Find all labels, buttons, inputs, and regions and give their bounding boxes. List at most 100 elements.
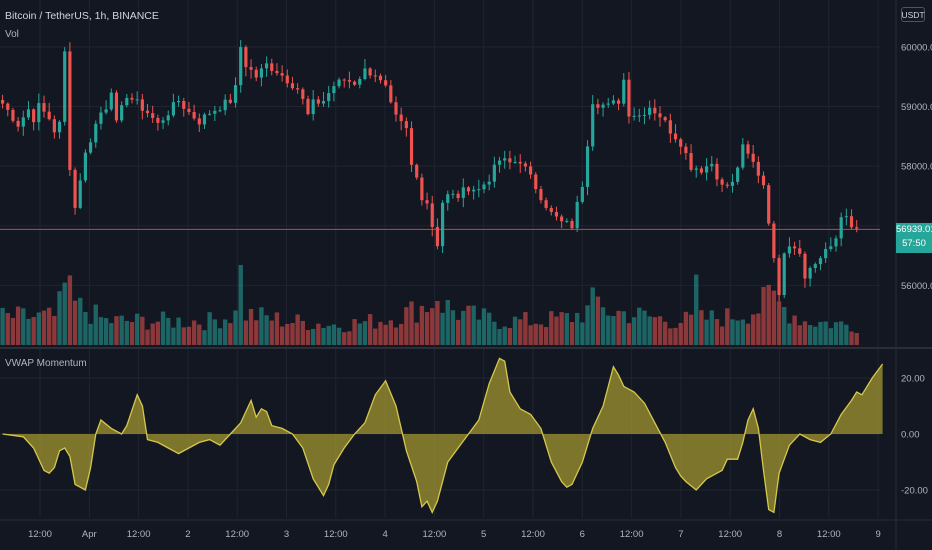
volume-bar [264, 315, 269, 345]
volume-bar [673, 327, 678, 345]
candle-body [140, 99, 144, 111]
volume-bar [440, 312, 445, 345]
volume-bar [274, 312, 280, 345]
time-tick-label: 12:00 [324, 529, 348, 540]
candle-body [347, 80, 351, 82]
volume-bar [802, 321, 808, 345]
candle-body [16, 120, 20, 127]
volume-bar [62, 282, 67, 345]
volume-bar [611, 316, 616, 345]
price-tick-label: 58000.00 [901, 162, 932, 173]
price-axis[interactable]: 60000.00 59000.00 58000.00 56000.00 [901, 42, 932, 292]
candle-body [353, 81, 357, 85]
volume-bar [367, 314, 373, 345]
volume-bar [41, 310, 47, 345]
time-tick-label: 5 [481, 529, 486, 540]
volume-bar [564, 313, 570, 345]
momentum-axis[interactable]: 20.00 0.00 -20.00 [901, 374, 928, 497]
volume-bar [228, 323, 233, 345]
candle-body [21, 117, 25, 127]
candle-body [197, 118, 201, 125]
volume-indicator-label[interactable]: Vol [5, 29, 19, 40]
candle-body [673, 133, 678, 140]
candle-body [575, 201, 579, 229]
volume-bar [393, 327, 399, 345]
time-tick-label: 9 [875, 529, 880, 540]
volume-bar [580, 322, 585, 345]
candle-body [736, 167, 740, 182]
candle-body [642, 114, 647, 116]
candle-body [337, 79, 341, 87]
candle-body [777, 258, 781, 296]
time-tick-label: 12:00 [28, 529, 52, 540]
candle-body [270, 63, 274, 71]
time-tick-label: 7 [678, 529, 683, 540]
candle-body [275, 70, 279, 74]
volume-bar [430, 308, 435, 345]
volume-bar [140, 316, 145, 345]
candle-body [378, 75, 383, 81]
volume-bar [435, 301, 440, 345]
volume-bar [569, 322, 575, 345]
currency-button[interactable]: USDT [901, 7, 925, 22]
candle-body [617, 100, 621, 104]
candle-body [549, 207, 553, 212]
volume-bar [813, 326, 818, 345]
volume-bar [450, 310, 456, 345]
candle-body [125, 97, 129, 106]
momentum-fill [2, 358, 883, 513]
time-axis[interactable]: 12:00 Apr 12:00 2 12:00 3 12:00 4 12:00 5 12:00 6 12… [28, 529, 881, 540]
volume-bar [342, 332, 347, 345]
volume-bar [688, 314, 694, 345]
volume-bar [740, 319, 746, 345]
candle-body [239, 47, 243, 86]
volume-bar [766, 284, 771, 345]
volume-bar [388, 320, 394, 345]
volume-bar [150, 323, 155, 345]
candle-body [1, 99, 5, 104]
volume-bar [549, 311, 554, 345]
candle-body [435, 227, 439, 247]
candle-body [409, 128, 414, 165]
candle-body [684, 146, 688, 154]
vwap-momentum-label[interactable]: VWAP Momentum [5, 358, 87, 369]
symbol-title[interactable]: Bitcoin / TetherUS, 1h, BINANCE [5, 10, 159, 22]
volume-bar [331, 324, 337, 345]
candle-body [37, 103, 41, 123]
candle-body [565, 220, 569, 222]
volume-bar [854, 332, 859, 345]
volume-bar [849, 331, 854, 345]
candle-body [363, 68, 367, 80]
volume-bar [31, 317, 36, 345]
candle-body [11, 109, 15, 121]
volume-bar [683, 311, 689, 345]
candle-body [772, 223, 776, 259]
candle-body [389, 85, 393, 103]
candle-body [539, 189, 543, 201]
candle-body [104, 109, 108, 113]
volume-bar [197, 324, 202, 345]
volume-bar [404, 307, 409, 345]
candle-body [710, 163, 714, 167]
volume-bar [606, 315, 611, 345]
momentum-tick-label: -20.00 [901, 486, 928, 497]
candle-body [182, 100, 186, 109]
candle-body [570, 220, 574, 229]
candle-body [280, 73, 284, 76]
volume-bar [72, 300, 78, 345]
candle-body [456, 193, 460, 199]
candle-body [151, 113, 155, 118]
candle-body [466, 187, 471, 192]
candle-body [373, 75, 377, 77]
volume-bar [155, 321, 161, 345]
volume-bar [295, 314, 300, 345]
bar-countdown: 57:50 [902, 238, 926, 249]
volume-bar [124, 320, 130, 345]
volume-bar [78, 297, 83, 345]
candle-body [761, 175, 766, 186]
candle-body [705, 166, 709, 173]
volume-bar [166, 317, 171, 345]
volume-bar [93, 304, 98, 345]
candle-body [658, 113, 662, 118]
